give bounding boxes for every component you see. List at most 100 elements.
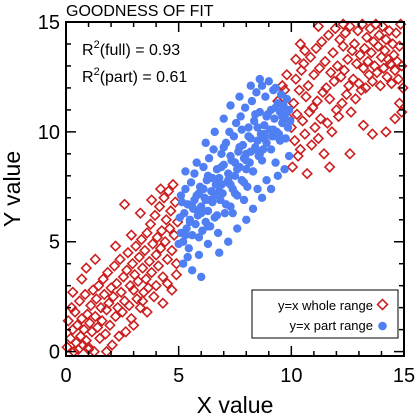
whole-range-point (110, 277, 123, 290)
whole-range-point (315, 35, 328, 48)
whole-range-point (314, 112, 327, 125)
part-range-point (235, 143, 244, 152)
part-range-point (219, 143, 228, 152)
part-range-point (235, 92, 244, 101)
whole-range-point (329, 22, 342, 35)
part-range-point (271, 83, 280, 93)
whole-range-point (150, 249, 162, 261)
whole-range-point (357, 119, 370, 132)
part-range-point (248, 167, 258, 176)
part-range-point (215, 248, 224, 257)
whole-range-point (117, 271, 130, 283)
part-range-point (221, 200, 231, 209)
whole-range-point (371, 66, 383, 79)
whole-range-point (290, 53, 302, 66)
y-tick-label: 0 (49, 342, 60, 364)
part-range-point (233, 224, 242, 233)
whole-range-point (308, 68, 320, 81)
whole-range-point (164, 205, 177, 217)
y-tick-label: 15 (38, 12, 60, 34)
whole-range-point (88, 345, 100, 358)
part-range-point (224, 237, 233, 246)
whole-range-point (323, 93, 336, 105)
part-range-point (269, 125, 278, 134)
whole-range-point (154, 242, 167, 255)
part-range-point (210, 191, 219, 200)
part-range-point (190, 169, 199, 178)
whole-range-point (306, 101, 319, 114)
part-range-point (271, 103, 280, 112)
whole-range-point (109, 240, 122, 252)
whole-range-point (337, 40, 349, 52)
part-range-point (246, 81, 255, 90)
r2-part-annotation: R2(part) = 0.61 (82, 66, 187, 86)
whole-range-point (299, 44, 311, 57)
part-range-point (286, 116, 295, 126)
part-range-point (181, 230, 190, 240)
whole-range-point (336, 97, 348, 110)
whole-range-point (389, 64, 401, 77)
whole-range-point (352, 24, 364, 37)
whole-range-point (319, 55, 331, 68)
whole-range-point (385, 77, 398, 90)
part-range-point (217, 162, 226, 172)
whole-range-point (114, 253, 126, 266)
whole-range-point (145, 194, 158, 206)
whole-range-point (358, 42, 371, 55)
whole-range-point (395, 106, 408, 118)
whole-range-point (354, 49, 366, 61)
part-range-point (253, 136, 262, 145)
whole-range-point (73, 295, 86, 307)
part-range-point (230, 158, 240, 167)
whole-range-point (145, 266, 158, 279)
whole-range-point (373, 29, 386, 41)
whole-range-point (323, 161, 336, 173)
whole-range-point (163, 222, 176, 235)
whole-range-point (97, 273, 109, 285)
part-range-point (203, 206, 213, 216)
whole-range-point (309, 121, 321, 134)
whole-range-point (150, 279, 162, 292)
whole-range-point (71, 319, 84, 332)
whole-range-point (276, 79, 289, 92)
part-range-point (199, 162, 208, 172)
whole-range-point (389, 112, 401, 125)
whole-range-point (96, 315, 108, 327)
whole-range-point (349, 93, 362, 105)
part-range-point (203, 222, 213, 231)
whole-range-point (328, 75, 340, 88)
part-range-point (229, 132, 239, 141)
part-range-point (257, 193, 267, 202)
whole-range-point (294, 143, 307, 156)
whole-range-point (84, 299, 97, 312)
part-range-point (197, 272, 206, 282)
part-range-point (252, 88, 261, 97)
part-range-point (249, 116, 259, 126)
part-range-point (260, 121, 269, 130)
whole-range-point (167, 178, 179, 191)
part-range-point (181, 167, 190, 176)
whole-range-point (372, 40, 384, 52)
whole-range-point (166, 244, 178, 257)
part-range-point (262, 112, 271, 121)
whole-range-point (68, 345, 80, 358)
whole-range-point (101, 266, 114, 279)
part-range-point (260, 129, 269, 139)
part-range-point (226, 101, 235, 110)
whole-range-point (170, 268, 183, 281)
part-range-point (266, 145, 276, 154)
part-range-point (183, 252, 192, 262)
x-tick-label: 0 (60, 365, 71, 387)
part-range-point (261, 92, 270, 101)
whole-range-point (104, 319, 116, 332)
part-range-point (226, 151, 235, 161)
part-range-point (194, 189, 204, 198)
whole-range-point (377, 62, 390, 74)
part-range-point (242, 215, 251, 224)
part-range-point (246, 147, 255, 156)
part-range-point (284, 151, 294, 161)
whole-range-point (89, 253, 102, 266)
part-range-point (270, 114, 279, 123)
part-range-point (176, 191, 186, 200)
part-range-point (273, 171, 283, 181)
